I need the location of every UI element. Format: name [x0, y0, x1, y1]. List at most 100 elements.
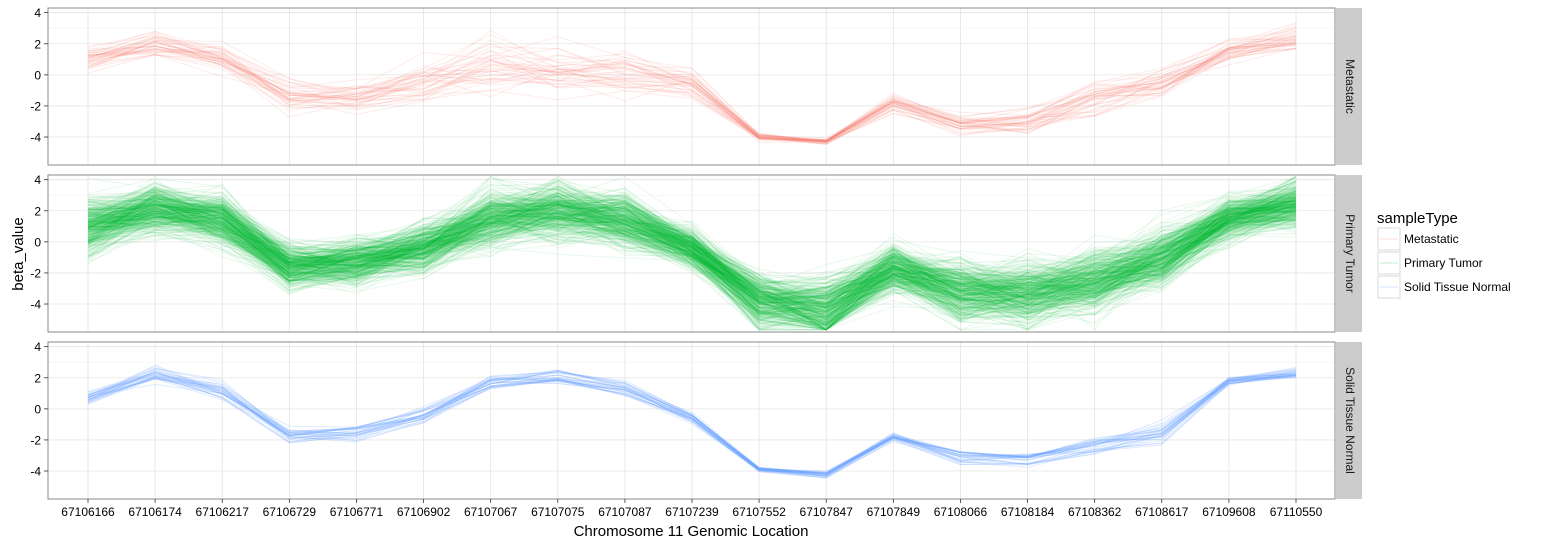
- series-line: [87, 182, 1297, 298]
- x-tick-label: 67108617: [1135, 505, 1189, 519]
- series-line: [87, 180, 1297, 293]
- series-line: [87, 202, 1297, 302]
- series-line: [87, 204, 1297, 309]
- series-line: [87, 202, 1297, 313]
- series-line: [87, 202, 1297, 307]
- series-line: [87, 200, 1297, 319]
- series-line: [87, 197, 1297, 304]
- series-line: [87, 39, 1297, 142]
- series-line: [87, 204, 1297, 318]
- series-line: [87, 211, 1297, 315]
- series-line: [87, 195, 1297, 331]
- series-line: [87, 192, 1297, 326]
- series-line: [87, 197, 1297, 326]
- x-axis-label: Chromosome 11 Genomic Location: [574, 523, 809, 540]
- series-line: [87, 40, 1297, 144]
- series-line: [87, 187, 1297, 314]
- series-line: [87, 197, 1297, 316]
- series-line: [87, 195, 1297, 305]
- x-tick-label: 67106174: [128, 505, 182, 519]
- series-line: [87, 187, 1297, 305]
- series-line: [87, 193, 1297, 329]
- series-line: [87, 191, 1297, 331]
- series-line: [87, 191, 1297, 304]
- series-line: [87, 205, 1297, 324]
- series-line: [87, 202, 1297, 318]
- series-line: [87, 205, 1297, 315]
- y-tick-label: -2: [30, 99, 41, 113]
- series-line: [87, 375, 1297, 478]
- series-line: [87, 197, 1297, 306]
- series-line: [87, 205, 1297, 306]
- series-line: [87, 191, 1297, 316]
- series-line: [87, 371, 1297, 475]
- series-line: [87, 194, 1297, 321]
- series-line: [88, 179, 1297, 283]
- series-line: [87, 197, 1297, 300]
- panel-border: [47, 174, 1336, 333]
- x-tick-label: 67107067: [464, 505, 518, 519]
- series-line: [87, 194, 1297, 331]
- series-line: [87, 189, 1297, 307]
- series-line: [87, 37, 1297, 141]
- series-line: [87, 188, 1297, 319]
- series-line: [87, 193, 1297, 309]
- series-line: [87, 201, 1297, 309]
- series-line: [87, 176, 1297, 295]
- series-line: [87, 26, 1297, 143]
- series-line: [87, 24, 1297, 142]
- series-line: [87, 186, 1297, 301]
- series-line: [87, 175, 1297, 302]
- series-line: [87, 193, 1297, 313]
- series-line: [87, 188, 1297, 331]
- x-tick-label: 67106902: [397, 505, 451, 519]
- series-line: [87, 214, 1297, 325]
- legend-label: Primary Tumor: [1404, 256, 1483, 270]
- facet-panel-metastatic: -4 -2 0 2 4 Metastatic: [30, 6, 1362, 166]
- series-line: [87, 178, 1297, 310]
- series-line: [87, 204, 1297, 301]
- series-line: [87, 200, 1297, 312]
- series-line: [87, 209, 1297, 331]
- x-tick-label: 67106729: [263, 505, 317, 519]
- series-line: [87, 192, 1297, 320]
- series-line: [87, 367, 1297, 472]
- series-line: [87, 190, 1297, 324]
- series-line: [87, 176, 1297, 303]
- series-line: [87, 207, 1297, 331]
- series-line: [87, 201, 1297, 293]
- series-line: [87, 205, 1297, 328]
- series-line: [87, 201, 1297, 321]
- series-line: [87, 192, 1297, 315]
- series-line: [87, 207, 1297, 331]
- y-tick-label: -2: [30, 266, 41, 280]
- series-line: [87, 194, 1297, 322]
- series-line: [87, 204, 1297, 320]
- series-line: [87, 199, 1297, 302]
- y-tick-label: 4: [34, 173, 41, 187]
- series-line: [87, 203, 1297, 322]
- series-line: [87, 187, 1297, 324]
- legend-key: [1377, 251, 1401, 275]
- series-line: [87, 187, 1297, 299]
- series-line: [87, 209, 1297, 309]
- series-line: [87, 199, 1297, 312]
- x-tick-label: 67107087: [598, 505, 652, 519]
- series-line: [87, 189, 1297, 299]
- series-line: [87, 190, 1297, 318]
- series-line: [87, 207, 1297, 319]
- series-line: [87, 214, 1297, 331]
- series-line: [87, 200, 1297, 321]
- series-line: [87, 188, 1297, 315]
- x-axis: 67106166 67106174 67106217 67106729 67106771…: [61, 499, 1323, 519]
- series-line: [87, 190, 1297, 299]
- series-line: [87, 373, 1297, 477]
- series-line: [87, 371, 1297, 476]
- series-line: [87, 36, 1297, 142]
- series-line: [87, 189, 1297, 313]
- series-line: [87, 372, 1297, 477]
- series-line: [87, 39, 1297, 141]
- series-line: [87, 194, 1297, 315]
- series-line: [87, 373, 1297, 477]
- series-line: [87, 27, 1297, 145]
